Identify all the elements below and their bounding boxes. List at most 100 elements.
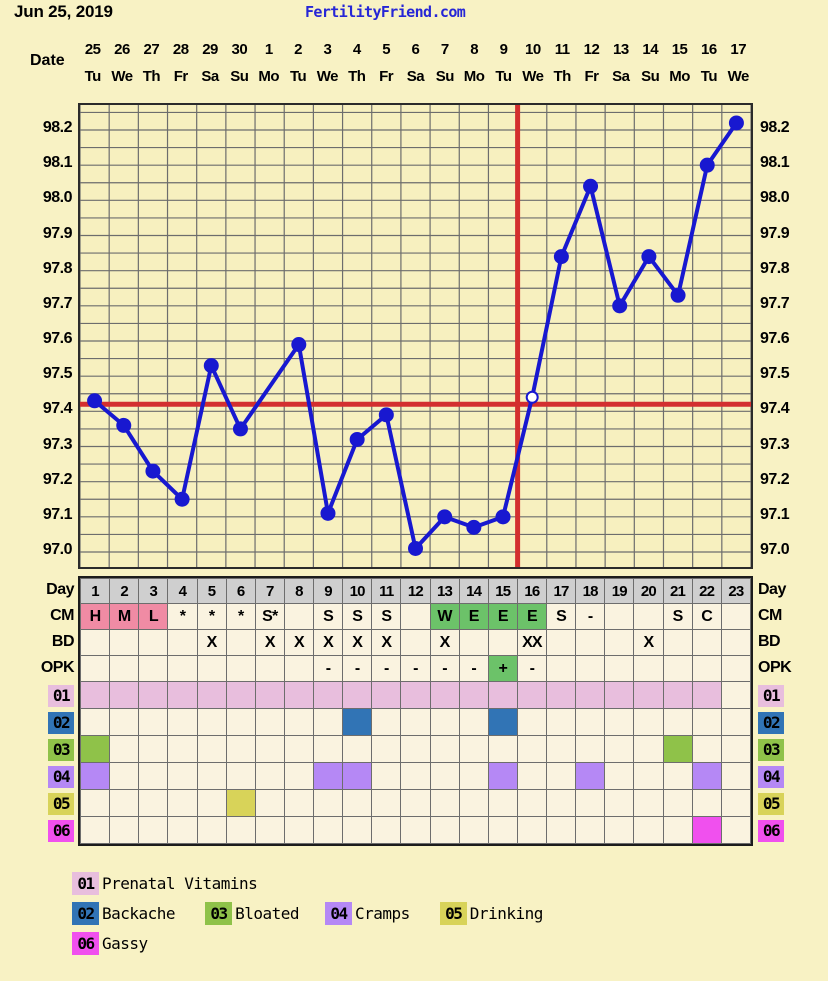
symptom-cell[interactable] [458,708,489,736]
symptom-cell[interactable] [79,789,111,817]
symptom-cell[interactable] [400,708,431,736]
opk-cell[interactable] [283,655,315,682]
symptom-cell[interactable] [225,708,256,736]
symptom-cell[interactable] [138,708,169,736]
bd-cell[interactable]: XX [516,629,548,656]
cm-cell[interactable]: E [516,603,548,630]
symptom-cell[interactable] [633,735,664,763]
cm-cell[interactable]: L [138,603,169,630]
symptom-cell[interactable] [167,708,198,736]
cm-cell[interactable] [604,603,635,630]
symptom-cell[interactable] [312,735,344,763]
symptom-cell[interactable] [429,762,460,790]
symptom-cell[interactable] [371,789,402,817]
symptom-cell[interactable] [633,708,664,736]
opk-cell[interactable] [575,655,606,682]
symptom-cell[interactable] [487,789,518,817]
opk-cell[interactable] [720,655,752,682]
bd-cell[interactable]: X [283,629,315,656]
opk-cell[interactable]: - [400,655,431,682]
bd-cell[interactable] [575,629,606,656]
opk-cell[interactable] [109,655,140,682]
bd-cell[interactable] [691,629,722,656]
symptom-cell[interactable] [604,708,635,736]
bd-cell[interactable] [458,629,489,656]
symptom-cell[interactable] [138,762,169,790]
symptom-cell[interactable] [371,735,402,763]
temperature-point[interactable] [291,337,307,353]
opk-cell[interactable]: - [458,655,489,682]
cm-cell[interactable]: E [487,603,518,630]
cm-cell[interactable]: - [575,603,606,630]
symptom-cell[interactable] [342,708,373,736]
temperature-point[interactable] [174,491,190,507]
symptom-cell[interactable] [662,789,693,817]
symptom-cell[interactable] [429,681,460,709]
symptom-cell[interactable] [225,762,256,790]
bd-cell[interactable] [720,629,752,656]
symptom-cell[interactable] [109,735,140,763]
cm-cell[interactable]: S [371,603,402,630]
day-number-cell[interactable]: 18 [575,578,606,604]
symptom-cell[interactable] [487,681,518,709]
symptom-cell[interactable] [400,789,431,817]
opk-cell[interactable]: - [312,655,344,682]
symptom-cell[interactable] [79,816,111,844]
day-number-cell[interactable]: 19 [604,578,635,604]
day-number-cell[interactable]: 20 [633,578,664,604]
day-number-cell[interactable]: 16 [516,578,548,604]
temperature-point[interactable] [203,358,219,374]
opk-cell[interactable] [662,655,693,682]
symptom-cell[interactable] [167,735,198,763]
symptom-cell[interactable] [429,708,460,736]
symptom-cell[interactable] [254,735,285,763]
symptom-cell[interactable] [283,789,315,817]
symptom-cell[interactable] [545,681,577,709]
symptom-cell[interactable] [167,762,198,790]
symptom-cell[interactable] [371,708,402,736]
symptom-cell[interactable] [342,681,373,709]
day-number-cell[interactable]: 23 [720,578,752,604]
cm-cell[interactable]: E [458,603,489,630]
symptom-cell[interactable] [79,708,111,736]
symptom-cell[interactable] [196,789,227,817]
cm-cell[interactable]: * [167,603,198,630]
cm-cell[interactable] [633,603,664,630]
temperature-point[interactable] [466,519,482,535]
symptom-cell[interactable] [487,762,518,790]
symptom-cell[interactable] [691,762,722,790]
opk-cell[interactable]: - [429,655,460,682]
day-number-cell[interactable]: 9 [312,578,344,604]
symptom-cell[interactable] [400,762,431,790]
symptom-cell[interactable] [283,735,315,763]
cm-cell[interactable]: W [429,603,460,630]
symptom-cell[interactable] [516,816,548,844]
day-number-cell[interactable]: 15 [487,578,518,604]
symptom-cell[interactable] [283,708,315,736]
symptom-cell[interactable] [196,681,227,709]
symptom-cell[interactable] [575,735,606,763]
symptom-cell[interactable] [691,789,722,817]
temperature-point[interactable] [87,393,103,409]
temperature-point[interactable] [583,178,599,194]
day-number-cell[interactable]: 2 [109,578,140,604]
symptom-cell[interactable] [662,816,693,844]
symptom-cell[interactable] [604,735,635,763]
symptom-cell[interactable] [254,789,285,817]
day-number-cell[interactable]: 3 [138,578,169,604]
symptom-cell[interactable] [545,708,577,736]
symptom-cell[interactable] [691,708,722,736]
temperature-point[interactable] [699,157,715,173]
symptom-cell[interactable] [138,789,169,817]
symptom-cell[interactable] [575,789,606,817]
symptom-cell[interactable] [283,681,315,709]
day-number-cell[interactable]: 10 [342,578,373,604]
cm-cell[interactable]: S [342,603,373,630]
temperature-point[interactable] [116,417,132,433]
symptom-cell[interactable] [458,816,489,844]
day-number-cell[interactable]: 11 [371,578,402,604]
cm-cell[interactable]: S [662,603,693,630]
symptom-cell[interactable] [312,762,344,790]
opk-cell[interactable] [254,655,285,682]
symptom-cell[interactable] [254,681,285,709]
